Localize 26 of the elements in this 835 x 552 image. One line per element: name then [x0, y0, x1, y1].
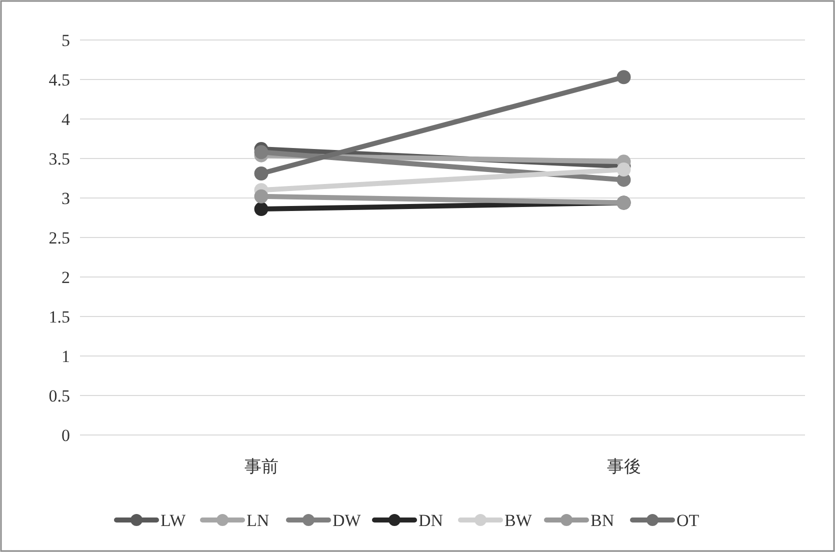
- y-tick-label: 1: [62, 347, 70, 366]
- y-tick-label: 0.5: [48, 386, 70, 406]
- legend-label: BN: [590, 511, 614, 530]
- legend-label: DN: [418, 511, 444, 530]
- y-tick-label: 4: [62, 110, 70, 129]
- point: [254, 166, 268, 181]
- y-tick-label: 3: [62, 189, 70, 208]
- point: [254, 202, 268, 216]
- legend-label: LN: [246, 511, 270, 530]
- y-tick-label: 1.5: [48, 308, 70, 326]
- legend-label: BW: [504, 511, 533, 530]
- y-tick-label: 2: [62, 268, 70, 287]
- y-tick-label: 4.5: [48, 70, 70, 90]
- point: [254, 145, 268, 160]
- point: [616, 70, 631, 84]
- y-tick-label: 3.5: [48, 150, 70, 168]
- legend-label: OT: [676, 511, 700, 530]
- x-tick-label: 事前: [244, 457, 278, 476]
- y-tick-label: 2.5: [48, 228, 70, 248]
- x-tick-label: 事後: [606, 457, 641, 476]
- legend-label: DW: [332, 511, 362, 530]
- y-tick-label: 5: [62, 31, 70, 50]
- point: [616, 162, 631, 177]
- legend-label: LW: [160, 511, 187, 530]
- y-tick-label: 0: [62, 426, 70, 445]
- point: [254, 189, 268, 204]
